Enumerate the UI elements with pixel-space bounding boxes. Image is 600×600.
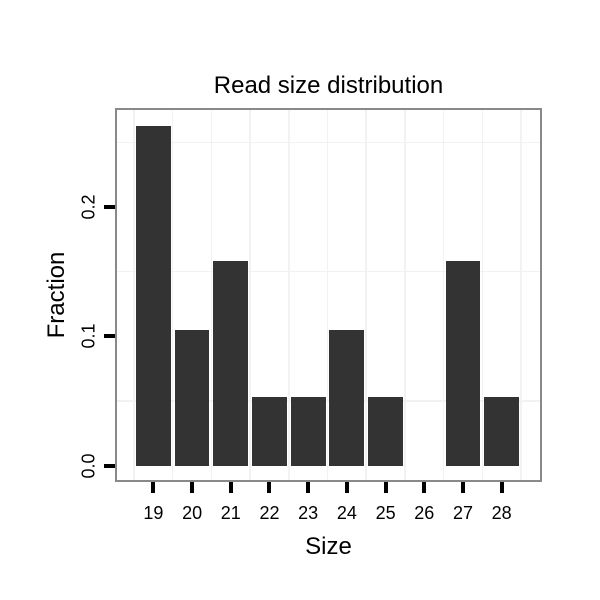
x-tick-label: 28 xyxy=(491,503,512,523)
minor-gridline-horizontal xyxy=(117,270,540,273)
x-tick-label: 20 xyxy=(182,503,203,523)
minor-gridline-vertical xyxy=(326,110,329,480)
x-tick-mark xyxy=(499,482,504,493)
x-tick-mark xyxy=(306,482,311,493)
minor-gridline-vertical xyxy=(365,110,367,480)
x-tick-label: 22 xyxy=(259,503,280,523)
minor-gridline-vertical xyxy=(442,110,445,480)
bar-size-25 xyxy=(368,397,403,466)
minor-gridline-vertical xyxy=(481,110,484,480)
x-tick-mark xyxy=(383,482,388,493)
y-tick-mark xyxy=(104,463,115,468)
x-tick-label: 24 xyxy=(336,503,357,523)
y-tick-label: 0.2 xyxy=(78,194,99,220)
x-tick-label: 23 xyxy=(298,503,319,523)
bar-size-28 xyxy=(484,397,520,466)
chart-title: Read size distribution xyxy=(213,72,444,99)
x-tick-label: 21 xyxy=(220,503,241,523)
minor-gridline-vertical xyxy=(210,110,213,480)
x-tick-label: 27 xyxy=(452,503,473,523)
minor-gridline-vertical xyxy=(288,110,290,480)
x-tick-label: 19 xyxy=(143,503,164,523)
y-tick-label: 0.0 xyxy=(78,453,99,479)
x-tick-mark xyxy=(228,482,233,493)
x-tick-mark xyxy=(151,482,156,493)
bar-size-19 xyxy=(135,125,171,466)
bar-size-27 xyxy=(445,261,481,466)
y-tick-mark xyxy=(104,205,115,210)
bar-size-23 xyxy=(290,397,326,466)
minor-gridline-vertical xyxy=(249,110,251,480)
minor-gridline-vertical xyxy=(171,110,174,480)
x-tick-label: 26 xyxy=(414,503,435,523)
x-tick-label: 25 xyxy=(375,503,396,523)
minor-gridline-horizontal xyxy=(117,141,540,144)
y-tick-label: 0.1 xyxy=(78,323,99,349)
plot-panel xyxy=(115,108,542,482)
minor-gridline-horizontal xyxy=(117,400,540,402)
x-tick-mark xyxy=(460,482,465,493)
bar-size-20 xyxy=(174,329,210,466)
bar-size-22 xyxy=(252,397,287,466)
x-tick-mark xyxy=(344,482,349,493)
y-axis-label: Fraction xyxy=(43,251,70,339)
x-axis-label: Size xyxy=(305,533,352,560)
x-tick-mark xyxy=(190,482,195,493)
minor-gridline-vertical xyxy=(520,110,522,480)
x-tick-mark xyxy=(267,482,272,493)
x-tick-mark xyxy=(422,482,427,493)
bar-size-24 xyxy=(329,329,365,466)
minor-gridline-vertical xyxy=(404,110,406,480)
bar-size-21 xyxy=(213,261,249,466)
minor-gridline-vertical xyxy=(133,110,135,480)
y-tick-mark xyxy=(104,334,115,339)
